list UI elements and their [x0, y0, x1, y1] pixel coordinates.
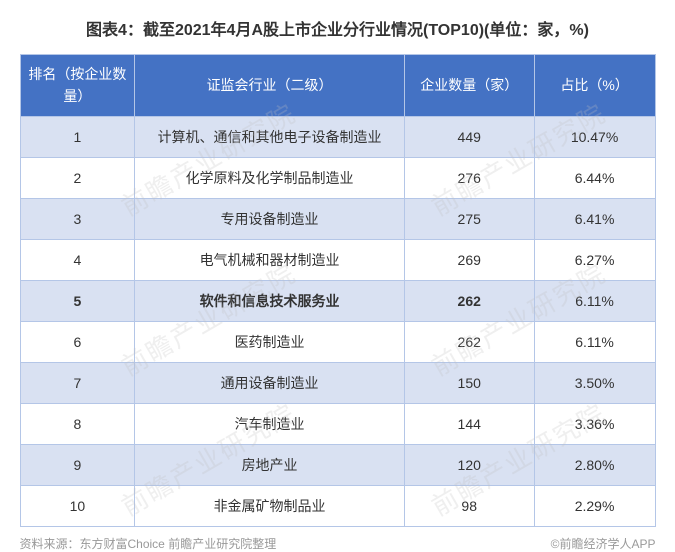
- cell-rank: 1: [20, 116, 135, 157]
- cell-count: 98: [404, 485, 534, 526]
- cell-rank: 8: [20, 403, 135, 444]
- table-row: 8汽车制造业1443.36%: [20, 403, 655, 444]
- col-header-rank: 排名（按企业数量）: [20, 55, 135, 117]
- cell-pct: 6.44%: [534, 157, 655, 198]
- cell-count: 262: [404, 321, 534, 362]
- cell-count: 144: [404, 403, 534, 444]
- table-row: 6医药制造业2626.11%: [20, 321, 655, 362]
- cell-pct: 6.11%: [534, 280, 655, 321]
- col-header-industry: 证监会行业（二级）: [135, 55, 404, 117]
- table-row: 5软件和信息技术服务业2626.11%: [20, 280, 655, 321]
- footer: 资料来源：东方财富Choice 前瞻产业研究院整理 ©前瞻经济学人APP: [20, 535, 656, 552]
- table-row: 4电气机械和器材制造业2696.27%: [20, 239, 655, 280]
- cell-rank: 5: [20, 280, 135, 321]
- cell-industry: 汽车制造业: [135, 403, 404, 444]
- cell-industry: 通用设备制造业: [135, 362, 404, 403]
- cell-industry: 专用设备制造业: [135, 198, 404, 239]
- col-header-pct: 占比（%）: [534, 55, 655, 117]
- cell-pct: 10.47%: [534, 116, 655, 157]
- cell-industry: 房地产业: [135, 444, 404, 485]
- cell-pct: 3.36%: [534, 403, 655, 444]
- cell-pct: 2.29%: [534, 485, 655, 526]
- table-row: 2化学原料及化学制品制造业2766.44%: [20, 157, 655, 198]
- cell-rank: 2: [20, 157, 135, 198]
- cell-rank: 6: [20, 321, 135, 362]
- cell-rank: 10: [20, 485, 135, 526]
- chart-title: 图表4：截至2021年4月A股上市企业分行业情况(TOP10)(单位：家，%): [0, 0, 675, 54]
- cell-pct: 3.50%: [534, 362, 655, 403]
- cell-industry: 非金属矿物制品业: [135, 485, 404, 526]
- cell-rank: 3: [20, 198, 135, 239]
- cell-industry: 化学原料及化学制品制造业: [135, 157, 404, 198]
- table-body: 1计算机、通信和其他电子设备制造业44910.47%2化学原料及化学制品制造业2…: [20, 116, 655, 526]
- cell-count: 276: [404, 157, 534, 198]
- table-row: 9房地产业1202.80%: [20, 444, 655, 485]
- cell-count: 262: [404, 280, 534, 321]
- cell-industry: 医药制造业: [135, 321, 404, 362]
- table-row: 1计算机、通信和其他电子设备制造业44910.47%: [20, 116, 655, 157]
- cell-count: 269: [404, 239, 534, 280]
- cell-pct: 6.41%: [534, 198, 655, 239]
- col-header-count: 企业数量（家）: [404, 55, 534, 117]
- cell-industry: 电气机械和器材制造业: [135, 239, 404, 280]
- industry-table: 排名（按企业数量） 证监会行业（二级） 企业数量（家） 占比（%） 1计算机、通…: [20, 54, 656, 527]
- table-row: 10非金属矿物制品业982.29%: [20, 485, 655, 526]
- cell-rank: 7: [20, 362, 135, 403]
- cell-industry: 计算机、通信和其他电子设备制造业: [135, 116, 404, 157]
- cell-pct: 6.11%: [534, 321, 655, 362]
- footer-copyright: ©前瞻经济学人APP: [551, 535, 656, 552]
- cell-rank: 4: [20, 239, 135, 280]
- cell-count: 120: [404, 444, 534, 485]
- cell-count: 150: [404, 362, 534, 403]
- footer-source: 资料来源：东方财富Choice 前瞻产业研究院整理: [20, 535, 277, 552]
- table-row: 3专用设备制造业2756.41%: [20, 198, 655, 239]
- cell-pct: 2.80%: [534, 444, 655, 485]
- cell-count: 275: [404, 198, 534, 239]
- cell-pct: 6.27%: [534, 239, 655, 280]
- cell-industry: 软件和信息技术服务业: [135, 280, 404, 321]
- cell-rank: 9: [20, 444, 135, 485]
- cell-count: 449: [404, 116, 534, 157]
- table-row: 7通用设备制造业1503.50%: [20, 362, 655, 403]
